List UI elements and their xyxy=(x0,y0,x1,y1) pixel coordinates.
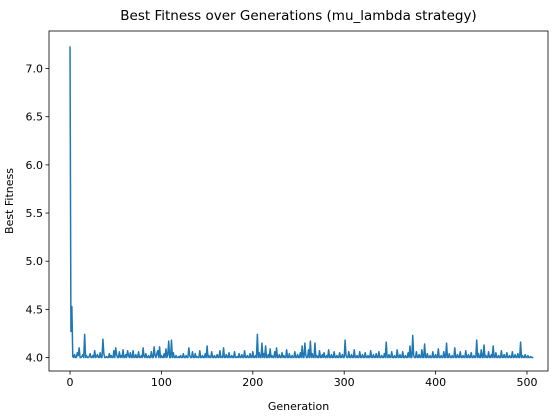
y-tick-label: 7.0 xyxy=(26,63,44,76)
y-tick-label: 6.5 xyxy=(26,111,44,124)
y-tick-label: 4.5 xyxy=(26,303,44,316)
y-axis-ticks: 4.0 4.5 5.0 5.5 6.0 6.5 7.0 xyxy=(26,63,49,365)
x-tick-label: 300 xyxy=(334,376,355,389)
x-tick-label: 400 xyxy=(425,376,446,389)
x-tick-label: 500 xyxy=(516,376,537,389)
y-tick-label: 5.0 xyxy=(26,255,44,268)
y-tick-label: 4.0 xyxy=(26,352,44,365)
chart-title: Best Fitness over Generations (mu_lambda… xyxy=(120,8,476,24)
series-line-best-fitness xyxy=(69,46,534,359)
plot-frame xyxy=(48,30,549,372)
x-tick-label: 100 xyxy=(151,376,172,389)
x-axis-label: Generation xyxy=(268,400,329,413)
x-tick-label: 0 xyxy=(67,376,74,389)
y-tick-label: 5.5 xyxy=(26,207,44,220)
x-axis-ticks: 0 100 200 300 400 500 xyxy=(67,371,537,389)
y-tick-label: 6.0 xyxy=(26,159,44,172)
y-axis-label: Best Fitness xyxy=(3,168,16,234)
x-tick-label: 200 xyxy=(242,376,263,389)
